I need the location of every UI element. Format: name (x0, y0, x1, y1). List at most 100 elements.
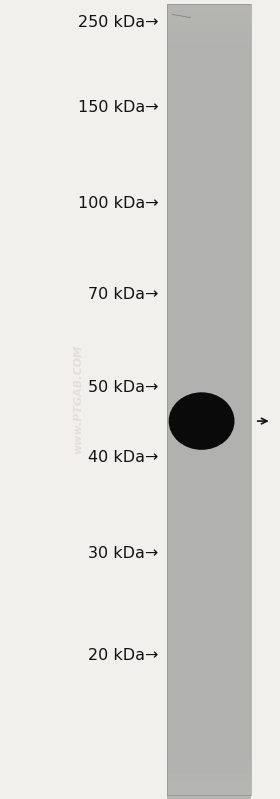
Bar (167, 712, 251, 766)
Bar (167, 364, 251, 418)
Text: 150 kDa→: 150 kDa→ (78, 101, 158, 115)
Bar (167, 126, 251, 181)
Bar (167, 562, 251, 615)
Bar (167, 744, 251, 797)
Text: 50 kDa→: 50 kDa→ (88, 380, 158, 395)
Bar (167, 704, 251, 758)
Bar (167, 637, 251, 691)
Bar (167, 384, 251, 438)
Bar (167, 419, 251, 473)
Bar (167, 594, 251, 647)
Ellipse shape (169, 392, 235, 450)
Bar (167, 550, 251, 604)
Bar (167, 435, 251, 489)
Bar (167, 522, 251, 576)
Bar (167, 566, 251, 619)
Bar (167, 368, 251, 422)
Bar (167, 684, 251, 738)
Bar (167, 36, 251, 89)
Bar (167, 582, 251, 635)
Bar (167, 63, 251, 117)
Bar (167, 158, 251, 213)
Bar (167, 380, 251, 434)
Bar (167, 67, 251, 121)
Bar (167, 625, 251, 679)
Bar (167, 51, 251, 105)
Bar (167, 439, 251, 493)
Bar (167, 162, 251, 217)
Bar (167, 154, 251, 209)
Bar (167, 649, 251, 702)
Bar (167, 320, 251, 375)
Bar (167, 673, 251, 726)
Bar (167, 186, 251, 240)
Bar (167, 150, 251, 205)
Bar (167, 87, 251, 141)
Bar (167, 91, 251, 145)
Bar (167, 122, 251, 177)
Bar (167, 300, 251, 355)
Text: 70 kDa→: 70 kDa→ (88, 287, 158, 301)
Bar (167, 586, 251, 639)
Bar (167, 613, 251, 667)
Bar (167, 8, 251, 62)
Bar (167, 775, 251, 799)
Bar (167, 491, 251, 544)
Bar (167, 79, 251, 133)
Bar (167, 103, 251, 157)
Bar (167, 182, 251, 236)
Bar (167, 174, 251, 228)
Bar (167, 205, 251, 260)
Bar (167, 99, 251, 153)
Bar (167, 273, 251, 327)
Bar (167, 111, 251, 165)
Bar (167, 617, 251, 671)
Bar (167, 459, 251, 513)
Bar (167, 511, 251, 564)
Bar (167, 119, 251, 173)
Bar (167, 107, 251, 161)
Bar (167, 237, 251, 292)
Bar (167, 292, 251, 347)
Bar (167, 720, 251, 773)
Bar (167, 24, 251, 78)
Bar (167, 463, 251, 517)
Bar (167, 574, 251, 627)
Bar (167, 229, 251, 284)
Bar (167, 360, 251, 414)
Bar (167, 629, 251, 683)
Bar (167, 641, 251, 694)
Bar (167, 471, 251, 525)
Bar (167, 277, 251, 331)
Bar (167, 376, 251, 430)
Bar (167, 201, 251, 256)
Bar (167, 427, 251, 481)
Bar (167, 661, 251, 714)
Bar (167, 281, 251, 335)
Bar (167, 59, 251, 113)
Bar (167, 308, 251, 363)
Bar (167, 716, 251, 770)
Text: www.PTGAB.COM: www.PTGAB.COM (73, 345, 83, 454)
Bar (167, 336, 251, 390)
Bar (167, 763, 251, 799)
Bar (167, 356, 251, 410)
Bar (167, 483, 251, 536)
Bar (167, 554, 251, 608)
Bar (167, 348, 251, 402)
Bar (167, 407, 251, 461)
Bar (167, 653, 251, 706)
Bar (167, 392, 251, 446)
Bar (167, 696, 251, 750)
Bar (167, 578, 251, 631)
Bar (167, 261, 251, 315)
Bar (167, 194, 251, 248)
Bar (167, 257, 251, 311)
Bar (167, 621, 251, 675)
Bar (167, 245, 251, 299)
Bar (167, 598, 251, 651)
Bar (167, 455, 251, 509)
Text: 20 kDa→: 20 kDa→ (88, 648, 158, 662)
Bar (167, 340, 251, 394)
Bar (167, 344, 251, 398)
